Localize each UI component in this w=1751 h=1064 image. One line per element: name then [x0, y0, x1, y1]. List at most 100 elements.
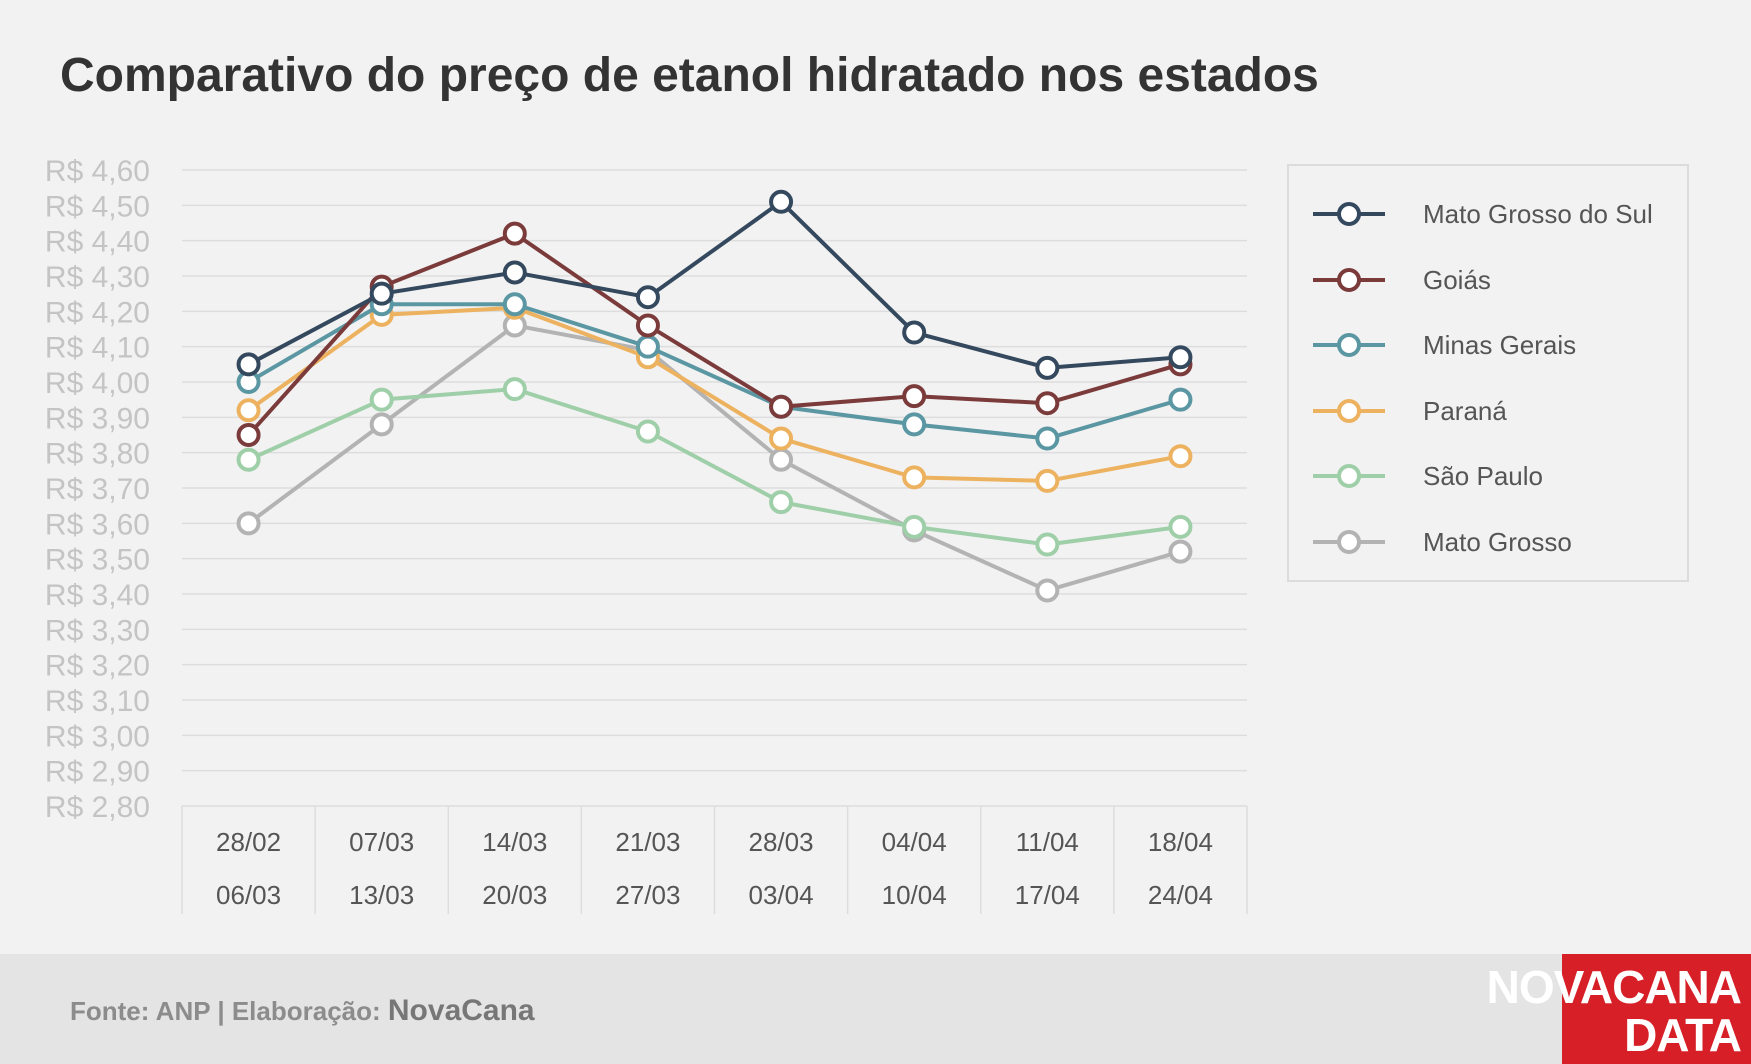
data-point — [1035, 468, 1060, 493]
data-point — [769, 426, 794, 451]
y-tick-label: R$ 3,50 — [45, 544, 150, 577]
data-point — [1035, 391, 1060, 416]
y-tick-label: R$ 4,50 — [45, 190, 150, 223]
data-point — [1035, 426, 1060, 451]
data-point — [236, 398, 261, 423]
legend-swatch — [1313, 202, 1385, 226]
footer: Fonte: ANP | Elaboração: NovaCana NOVACA… — [0, 954, 1751, 1064]
y-tick-label: R$ 4,60 — [45, 155, 150, 188]
legend-item: Paraná — [1311, 391, 1681, 431]
data-point — [902, 465, 927, 490]
series-line — [247, 302, 1181, 441]
data-point — [769, 490, 794, 515]
data-point — [502, 221, 527, 246]
data-point — [1168, 345, 1193, 370]
data-point — [1168, 387, 1193, 412]
data-point — [902, 514, 927, 539]
data-point — [902, 320, 927, 345]
data-point — [635, 419, 660, 444]
series-line — [247, 387, 1181, 547]
data-point — [369, 281, 394, 306]
x-tick-label: 24/04 — [1148, 880, 1213, 910]
x-tick-label: 28/02 — [216, 827, 281, 857]
y-tick-label: R$ 3,10 — [45, 685, 150, 718]
y-axis-ticks: R$ 2,80R$ 2,90R$ 3,00R$ 3,10R$ 3,20R$ 3,… — [45, 155, 150, 824]
legend-label: Paraná — [1423, 395, 1507, 426]
legend-swatch — [1313, 333, 1385, 357]
legend-label: Goiás — [1423, 264, 1491, 295]
data-point — [1168, 444, 1193, 469]
legend-item: Mato Grosso — [1311, 522, 1681, 562]
data-point — [369, 387, 394, 412]
source-note: Fonte: ANP | Elaboração: NovaCana — [70, 994, 535, 1028]
legend-item: Goiás — [1311, 260, 1681, 300]
legend-item: Mato Grosso do Sul — [1311, 194, 1681, 234]
y-tick-label: R$ 3,30 — [45, 614, 150, 647]
x-tick-label: 14/03 — [482, 827, 547, 857]
x-tick-label: 03/04 — [749, 880, 814, 910]
legend-label: São Paulo — [1423, 461, 1543, 491]
logo-line-1: NOVACANA — [1486, 961, 1742, 1013]
x-tick-label: 07/03 — [349, 827, 414, 857]
y-tick-label: R$ 4,40 — [45, 226, 150, 259]
gridlines — [182, 169, 1247, 772]
data-point — [369, 412, 394, 437]
data-point — [635, 285, 660, 310]
data-point — [1035, 355, 1060, 380]
data-point — [635, 313, 660, 338]
x-tick-label: 04/04 — [882, 827, 947, 857]
source-text: Fonte: ANP | Elaboração: — [70, 996, 388, 1026]
x-tick-label: 20/03 — [482, 880, 547, 910]
y-tick-label: R$ 4,30 — [45, 261, 150, 294]
y-tick-label: R$ 3,20 — [45, 650, 150, 683]
legend-label: Minas Gerais — [1423, 330, 1577, 360]
y-tick-label: R$ 3,80 — [45, 438, 150, 471]
x-tick-label: 18/04 — [1148, 827, 1213, 857]
x-tick-label: 10/04 — [882, 880, 947, 910]
x-tick-label: 06/03 — [216, 880, 281, 910]
novacana-data-logo: NOVACANA DATA — [1487, 954, 1751, 1064]
data-point — [635, 334, 660, 359]
legend-swatch — [1313, 267, 1385, 292]
series-line — [247, 231, 1181, 437]
x-tick-label: 28/03 — [749, 827, 814, 857]
y-tick-label: R$ 3,40 — [45, 579, 150, 612]
legend-item: Minas Gerais — [1311, 325, 1681, 365]
legend-swatch — [1313, 398, 1385, 423]
line-chart: R$ 2,80R$ 2,90R$ 3,00R$ 3,10R$ 3,20R$ 3,… — [45, 155, 1248, 914]
series-line — [247, 323, 1181, 593]
series-lines — [236, 189, 1193, 603]
data-point — [502, 377, 527, 402]
data-point — [902, 384, 927, 409]
legend-label: Mato Grosso — [1423, 526, 1572, 557]
logo-line-2: DATA — [1624, 1009, 1742, 1061]
y-tick-label: R$ 2,90 — [45, 756, 150, 789]
data-point — [502, 260, 527, 285]
legend-swatch — [1313, 529, 1385, 554]
series-line — [247, 199, 1181, 370]
x-tick-label: 13/03 — [349, 880, 414, 910]
y-tick-label: R$ 4,00 — [45, 367, 150, 400]
x-tick-label: 11/04 — [1016, 827, 1079, 857]
legend: Mato Grosso do Sul Goiás Minas Gerais Paran… — [1287, 164, 1689, 582]
series-line — [247, 305, 1181, 483]
data-point — [769, 189, 794, 214]
y-tick-label: R$ 4,10 — [45, 332, 150, 365]
x-tick-label: 27/03 — [615, 880, 680, 910]
data-point — [236, 423, 261, 447]
data-point — [1168, 514, 1193, 539]
x-axis-table: 28/02 06/03 07/03 13/03 14/03 20/03 21/03 27/03… — [181, 805, 1248, 914]
y-tick-label: R$ 4,20 — [45, 296, 150, 329]
data-point — [1168, 539, 1193, 564]
data-point — [1035, 532, 1060, 557]
legend-label: Mato Grosso do Sul — [1423, 199, 1653, 229]
y-tick-label: R$ 2,80 — [45, 791, 150, 824]
data-point — [502, 292, 527, 317]
data-point — [236, 352, 261, 377]
data-point — [902, 412, 927, 437]
x-tick-label: 17/04 — [1015, 880, 1080, 910]
source-brand: NovaCana — [387, 994, 535, 1027]
x-tick-label: 21/03 — [615, 827, 680, 857]
legend-item: São Paulo — [1311, 456, 1681, 496]
y-tick-label: R$ 3,70 — [45, 473, 150, 506]
